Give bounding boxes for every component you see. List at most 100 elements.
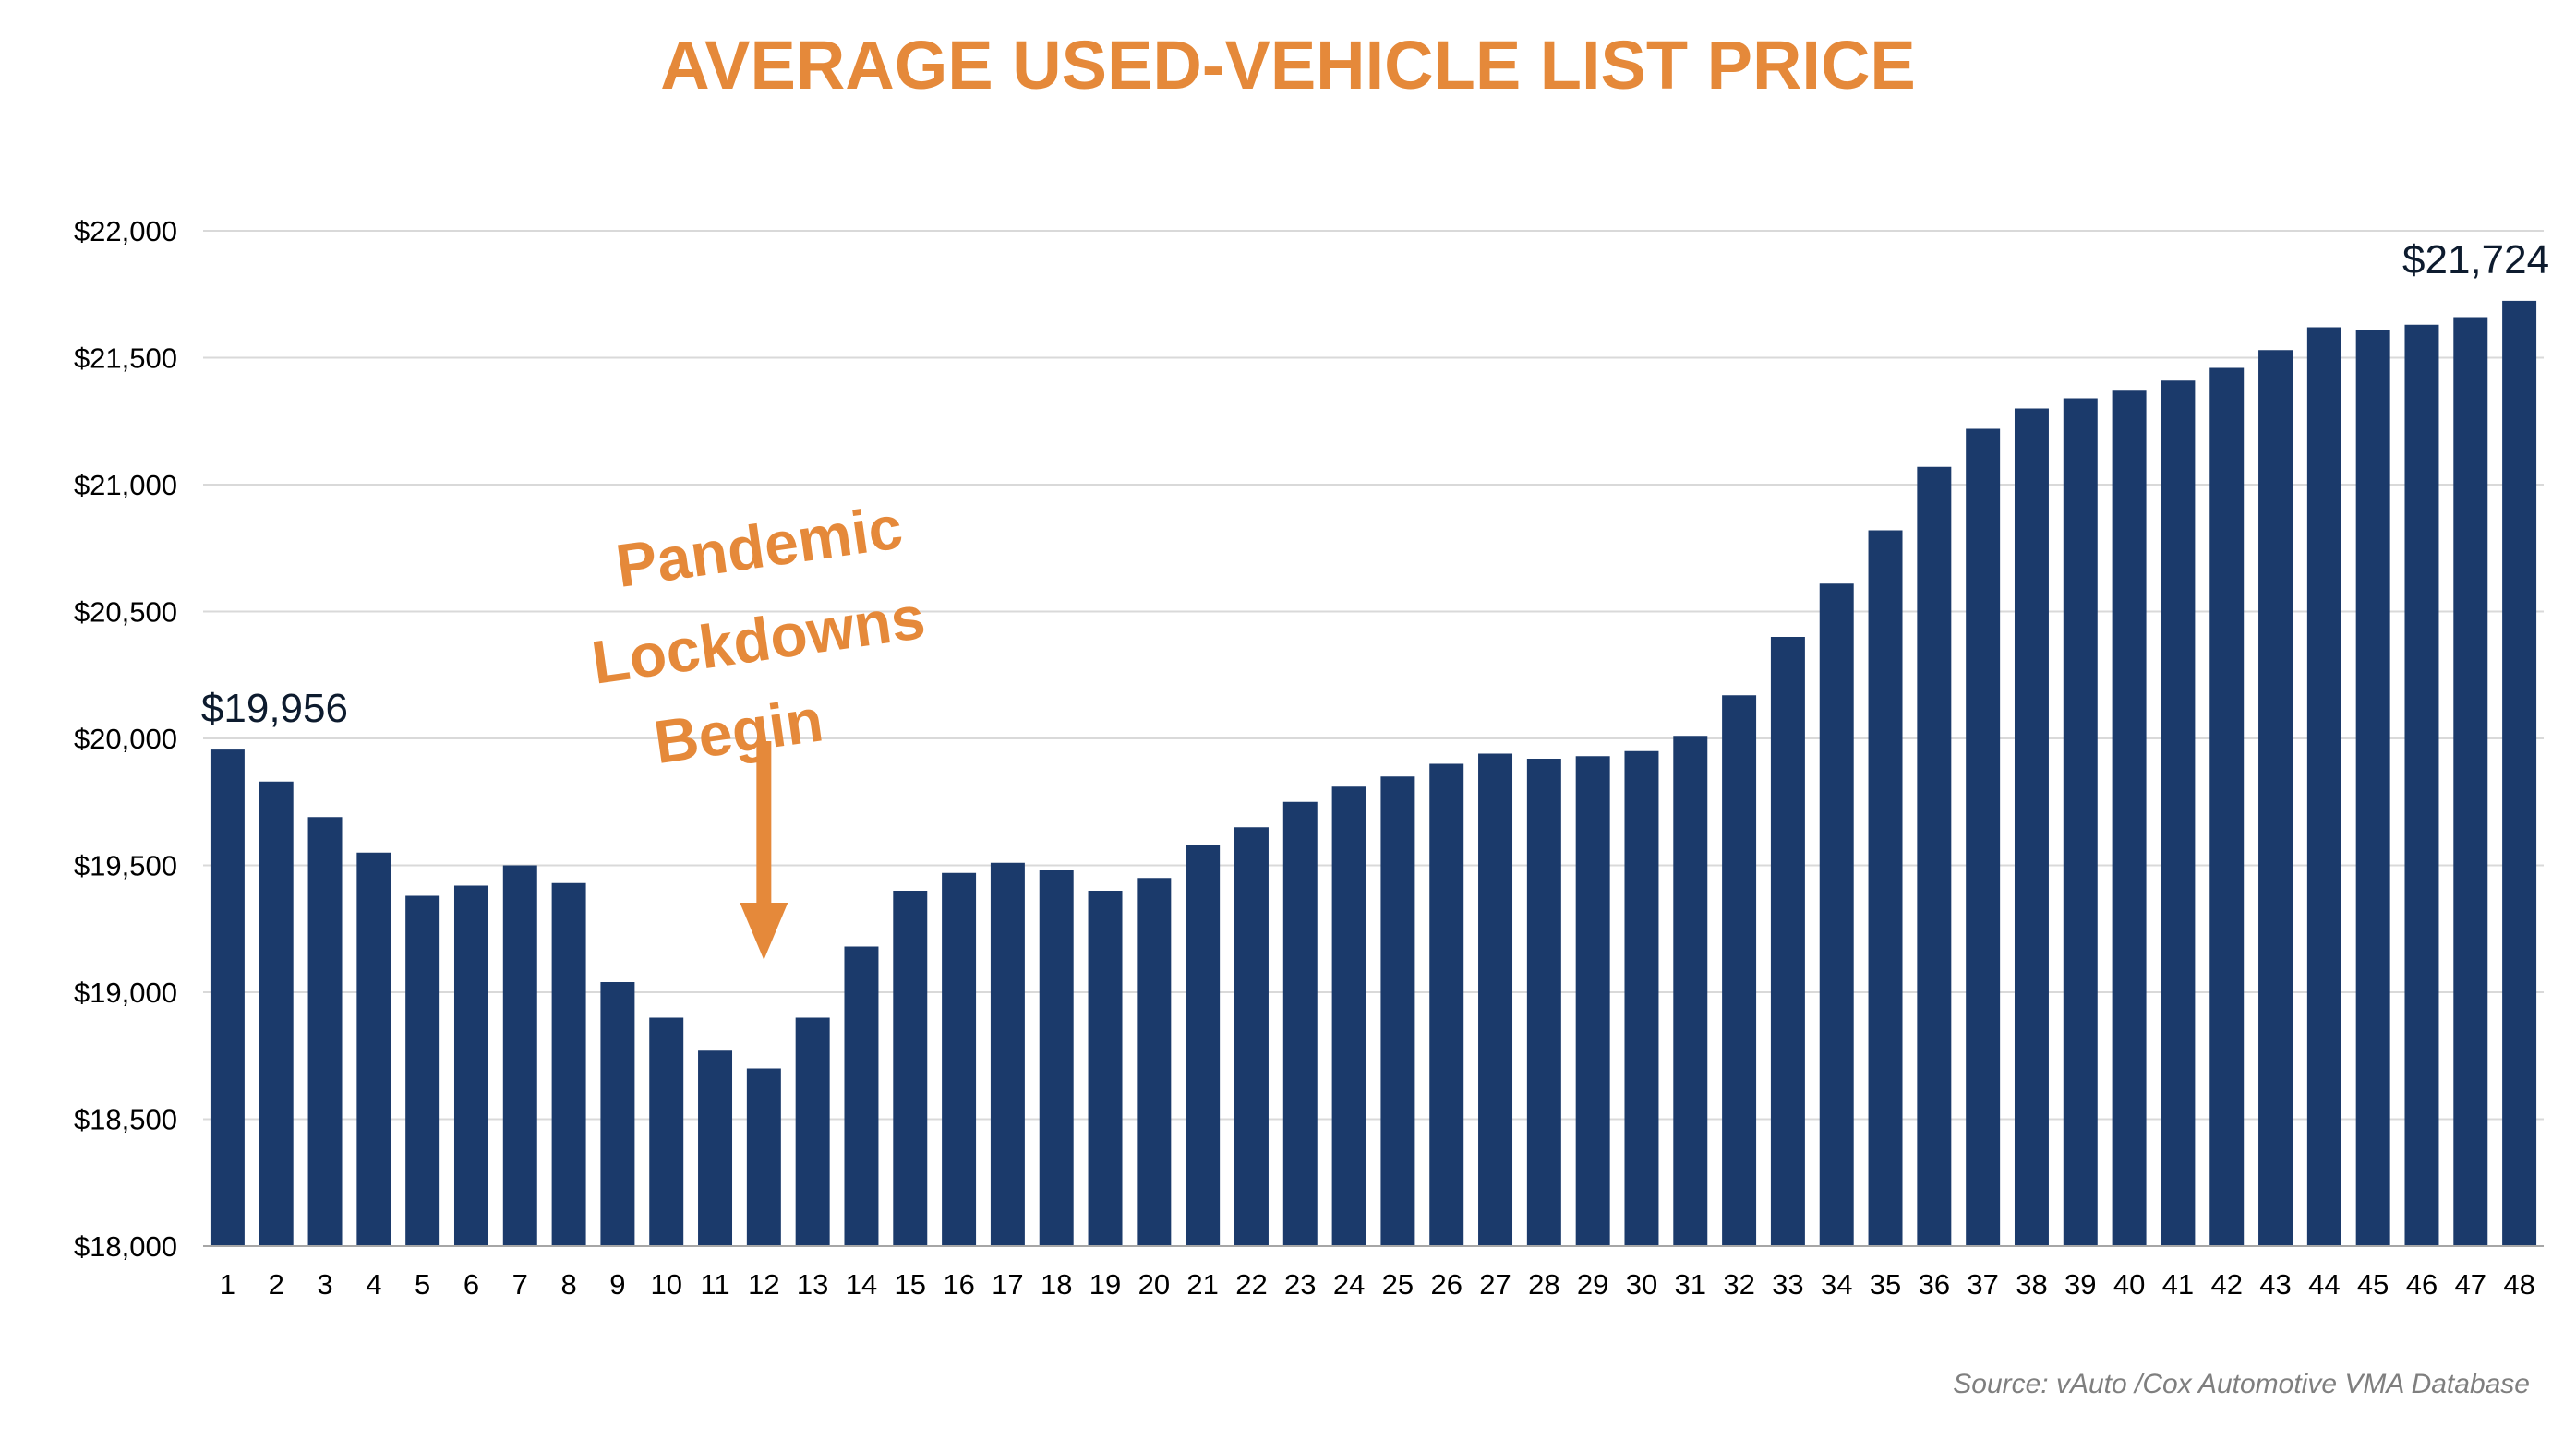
x-tick-label: 1 — [220, 1268, 235, 1301]
x-tick-label: 22 — [1235, 1268, 1267, 1301]
x-tick-label: 14 — [846, 1268, 877, 1301]
x-tick-label: 23 — [1284, 1268, 1316, 1301]
data-labels: $19,956 $21,724 — [201, 237, 2549, 731]
x-tick-label: 30 — [1626, 1268, 1657, 1301]
annotation-arrow-head — [740, 903, 788, 960]
annotation-line: Lockdowns — [587, 582, 929, 697]
x-tick-label: 43 — [2259, 1268, 2291, 1301]
x-tick-label: 37 — [1967, 1268, 1998, 1301]
y-tick-label: $18,000 — [74, 1230, 177, 1263]
bar-35 — [1868, 530, 1903, 1246]
bar-36 — [1917, 466, 1952, 1246]
x-tick-label: 19 — [1089, 1268, 1121, 1301]
bar-25 — [1380, 776, 1415, 1246]
bar-10 — [649, 1017, 684, 1246]
bar-14 — [844, 946, 879, 1246]
bar-37 — [1966, 428, 2001, 1246]
bar-27 — [1478, 753, 1513, 1246]
x-tick-label: 46 — [2406, 1268, 2438, 1301]
x-tick-label: 45 — [2357, 1268, 2389, 1301]
x-tick-label: 16 — [943, 1268, 974, 1301]
bar-6 — [453, 885, 488, 1246]
x-tick-label: 35 — [1870, 1268, 1901, 1301]
x-axis-tick-labels: 1 2 3 4 5 6 7 8 9 10 11 12 13 14 15 16 17 18 19 20 21 22 23 24 2… — [220, 1268, 2535, 1301]
x-tick-label: 27 — [1479, 1268, 1511, 1301]
bar-2 — [259, 781, 294, 1246]
y-tick-label: $20,500 — [74, 596, 177, 629]
bar-28 — [1526, 759, 1561, 1246]
x-tick-label: 5 — [415, 1268, 430, 1301]
x-tick-label: 31 — [1675, 1268, 1706, 1301]
x-tick-label: 7 — [512, 1268, 528, 1301]
annotation-line: Begin — [650, 685, 827, 776]
bar-45 — [2355, 330, 2390, 1246]
bar-18 — [1039, 870, 1074, 1246]
bar-9 — [600, 982, 635, 1246]
bar-12 — [746, 1068, 781, 1246]
x-tick-label: 4 — [366, 1268, 381, 1301]
x-tick-label: 38 — [2016, 1268, 2047, 1301]
x-tick-label: 47 — [2455, 1268, 2486, 1301]
source-note: Source: vAuto /Cox Automotive VMA Databa… — [1953, 1369, 2530, 1399]
bar-13 — [795, 1017, 830, 1246]
x-tick-label: 33 — [1772, 1268, 1803, 1301]
bar-34 — [1819, 583, 1854, 1246]
x-tick-label: 34 — [1821, 1268, 1852, 1301]
bar-42 — [2209, 367, 2245, 1246]
x-tick-label: 10 — [650, 1268, 681, 1301]
bar-23 — [1282, 801, 1318, 1246]
x-tick-label: 41 — [2162, 1268, 2194, 1301]
x-tick-label: 3 — [317, 1268, 332, 1301]
bar-5 — [405, 895, 440, 1246]
data-label-48: $21,724 — [2402, 237, 2549, 282]
x-tick-label: 20 — [1138, 1268, 1170, 1301]
bar-47 — [2453, 317, 2488, 1246]
data-label-1: $19,956 — [201, 686, 348, 731]
bar-8 — [551, 882, 586, 1246]
bars — [210, 300, 2537, 1246]
bar-38 — [2014, 408, 2049, 1246]
bar-26 — [1429, 763, 1464, 1246]
x-tick-label: 17 — [992, 1268, 1023, 1301]
chart-title: AVERAGE USED-VEHICLE LIST PRICE — [660, 27, 1916, 103]
bar-29 — [1575, 756, 1610, 1246]
x-tick-label: 25 — [1382, 1268, 1414, 1301]
x-tick-label: 2 — [269, 1268, 284, 1301]
x-tick-label: 36 — [1919, 1268, 1950, 1301]
y-tick-label: $20,000 — [74, 723, 177, 755]
y-tick-label: $22,000 — [74, 215, 177, 247]
bar-41 — [2161, 380, 2196, 1246]
x-tick-label: 32 — [1723, 1268, 1754, 1301]
x-tick-label: 48 — [2503, 1268, 2534, 1301]
bar-33 — [1770, 637, 1805, 1246]
bar-43 — [2258, 350, 2293, 1246]
bar-48 — [2502, 300, 2537, 1246]
x-tick-label: 39 — [2064, 1268, 2096, 1301]
bar-1 — [210, 749, 245, 1246]
bar-30 — [1624, 750, 1659, 1246]
y-tick-label: $21,000 — [74, 469, 177, 501]
bar-17 — [990, 862, 1025, 1246]
bar-3 — [307, 817, 343, 1246]
x-tick-label: 18 — [1041, 1268, 1072, 1301]
bar-32 — [1722, 695, 1757, 1246]
x-tick-label: 44 — [2308, 1268, 2340, 1301]
bar-31 — [1673, 736, 1708, 1246]
x-tick-label: 12 — [748, 1268, 779, 1301]
gridlines — [203, 230, 2544, 1121]
y-tick-label: $19,500 — [74, 850, 177, 882]
bar-24 — [1331, 786, 1366, 1246]
x-tick-label: 29 — [1577, 1268, 1608, 1301]
bar-22 — [1234, 827, 1269, 1246]
y-axis-tick-labels: $18,000 $18,500 $19,000 $19,500 $20,000 $20,5… — [74, 215, 177, 1263]
bar-40 — [2112, 390, 2147, 1246]
x-tick-label: 28 — [1528, 1268, 1559, 1301]
bar-7 — [502, 865, 537, 1246]
annotation-arrow-shaft — [756, 741, 772, 903]
bar-15 — [893, 891, 928, 1246]
x-tick-label: 6 — [463, 1268, 479, 1301]
y-tick-label: $18,500 — [74, 1104, 177, 1136]
bar-39 — [2063, 398, 2098, 1246]
